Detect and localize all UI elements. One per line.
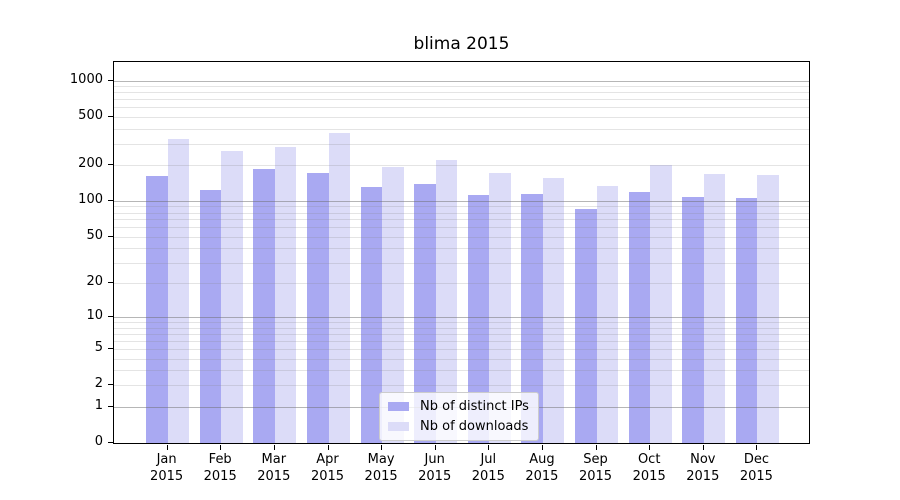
x-tick-mark	[220, 445, 222, 450]
x-tick-mark	[649, 445, 651, 450]
y-tick-label: 10	[86, 308, 103, 324]
bar-distinct-ips	[360, 187, 383, 443]
x-tick-label: Apr 2015	[310, 452, 345, 484]
plot-area	[113, 61, 810, 444]
y-tick-mark	[108, 442, 113, 443]
bar-downloads	[489, 172, 511, 443]
y-tick-mark	[108, 348, 113, 349]
legend-item-downloads: Nb of downloads	[388, 418, 529, 435]
x-tick-mark	[273, 445, 275, 450]
x-tick-label: Jul 2015	[471, 452, 505, 484]
bar-downloads	[435, 159, 458, 443]
y-tick-label: 50	[86, 227, 103, 243]
x-tick-label: May 2015	[364, 452, 398, 484]
x-tick-label: Dec 2015	[739, 452, 773, 484]
bar-downloads	[596, 185, 618, 443]
y-tick-label: 20	[86, 274, 103, 290]
x-tick-label: Oct 2015	[632, 452, 666, 484]
legend-swatch-downloads	[388, 422, 409, 431]
bar-downloads	[221, 151, 243, 443]
bar-distinct-ips	[521, 194, 543, 443]
y-tick-mark	[108, 316, 113, 318]
x-tick-label: Nov 2015	[686, 452, 720, 484]
bar-distinct-ips	[575, 209, 597, 443]
y-tick-mark	[108, 116, 113, 117]
legend: Nb of distinct IPs Nb of downloads	[379, 392, 539, 441]
x-tick-label: Feb 2015	[203, 452, 237, 484]
y-tick-label: 2	[94, 376, 103, 392]
y-tick-label: 1000	[69, 71, 103, 87]
y-tick-mark	[108, 405, 113, 407]
bar-downloads	[274, 147, 297, 443]
x-tick-mark	[166, 445, 168, 450]
bar-downloads	[382, 166, 404, 443]
y-tick-mark	[108, 282, 113, 284]
y-tick-label: 0	[94, 434, 103, 449]
legend-label: Nb of distinct IPs	[420, 399, 529, 414]
y-tick-label: 5	[94, 340, 103, 355]
bar-distinct-ips	[414, 183, 436, 443]
y-tick-label: 100	[78, 192, 103, 207]
y-tick-label: 1	[94, 397, 103, 413]
bar-downloads	[650, 165, 672, 443]
x-tick-label: Mar 2015	[257, 452, 291, 484]
x-tick-mark	[702, 445, 704, 450]
bar-distinct-ips	[682, 197, 704, 443]
bar-downloads	[542, 177, 565, 443]
bar-downloads	[703, 173, 726, 443]
bars-layer	[114, 62, 809, 443]
y-tick-mark	[108, 235, 113, 237]
y-tick-mark	[108, 163, 113, 165]
legend-item-distinct-ips: Nb of distinct IPs	[388, 398, 529, 415]
x-tick-mark	[541, 445, 543, 450]
y-tick-label: 200	[78, 155, 103, 171]
bar-distinct-ips	[307, 173, 329, 443]
x-tick-label: Aug 2015	[525, 452, 559, 484]
x-tick-mark	[327, 445, 329, 450]
x-tick-mark	[434, 445, 436, 450]
y-tick-mark	[108, 200, 113, 201]
x-tick-mark	[756, 445, 758, 450]
y-tick-mark	[108, 79, 113, 81]
bar-distinct-ips	[467, 195, 490, 443]
bar-distinct-ips	[253, 169, 275, 443]
x-tick-mark	[381, 445, 383, 450]
x-tick-mark	[595, 445, 597, 450]
bar-distinct-ips	[199, 189, 222, 443]
x-tick-mark	[488, 445, 490, 450]
y-tick-label: 500	[78, 108, 103, 123]
legend-label: Nb of downloads	[420, 419, 529, 434]
bar-distinct-ips	[735, 197, 758, 443]
bar-distinct-ips	[146, 175, 168, 443]
x-tick-label: Jun 2015	[418, 452, 452, 484]
bar-downloads	[167, 138, 190, 443]
bar-distinct-ips	[628, 191, 651, 443]
bar-downloads	[328, 133, 350, 443]
legend-swatch-distinct-ips	[388, 402, 409, 411]
x-tick-label: Jan 2015	[150, 452, 184, 484]
x-tick-label: Sep 2015	[578, 452, 613, 484]
chart-title: blima 2015	[413, 34, 510, 54]
y-tick-mark	[108, 384, 113, 386]
bar-downloads	[757, 174, 779, 443]
